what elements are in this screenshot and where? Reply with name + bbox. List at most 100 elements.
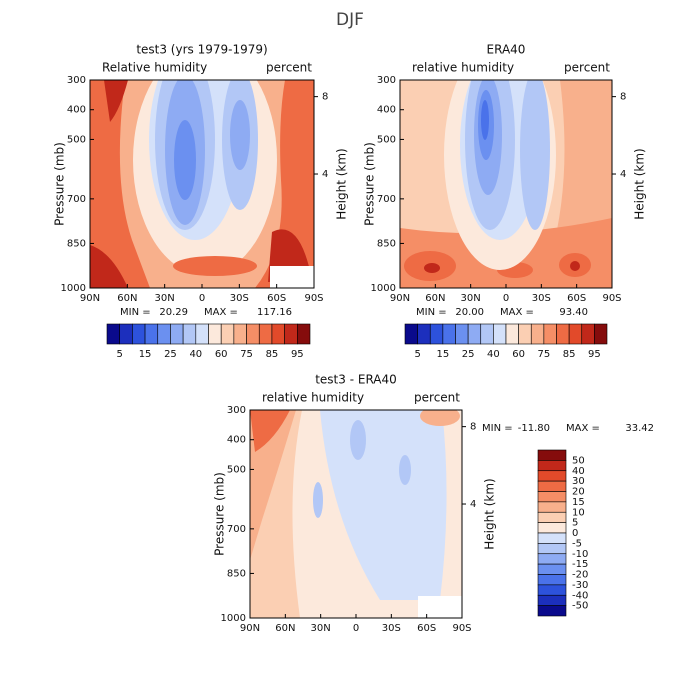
colorbar-box <box>182 323 197 345</box>
x-tick-label: 30N <box>311 623 331 634</box>
colorbar-box <box>404 323 418 345</box>
y-tick-label: 700 <box>67 194 86 205</box>
colorbar-box <box>119 323 133 345</box>
y-tick-label: 400 <box>227 435 246 446</box>
y-tick-label: 400 <box>377 105 396 116</box>
colorbar-box <box>233 323 247 345</box>
colorbar-box <box>157 323 171 345</box>
y-tick-label: 700 <box>377 194 396 205</box>
colorbar-label: -20 <box>572 570 588 581</box>
colorbar-box <box>537 584 567 596</box>
y-tick-label: 500 <box>377 134 396 145</box>
panel-title: test3 (yrs 1979-1979) <box>136 43 267 57</box>
field-label: relative humidity <box>412 61 514 75</box>
stat-name: MAX = <box>566 423 600 434</box>
colorbar-label: -5 <box>572 538 582 549</box>
y-tick-label: 300 <box>377 75 396 86</box>
x-tick-label: 90N <box>80 293 100 304</box>
colorbar-label: -10 <box>572 549 588 560</box>
colorbar-box <box>505 323 519 345</box>
colorbar-label: 75 <box>538 349 551 360</box>
colorbar-box <box>537 563 567 575</box>
colorbar-box <box>429 323 444 345</box>
y-tick-label: 1000 <box>221 613 246 624</box>
stat-value: 20.29 <box>159 307 188 318</box>
y-axis-label: Pressure (mb) <box>53 142 67 226</box>
x-tick-label: 30N <box>461 293 481 304</box>
x-tick-label: 30N <box>155 293 175 304</box>
colorbar-label: 40 <box>189 349 202 360</box>
colorbar-box <box>467 323 482 345</box>
colorbar-label: 50 <box>572 455 585 466</box>
field-label: relative humidity <box>262 391 364 405</box>
y-tick-label: 700 <box>227 524 246 535</box>
colorbar-label: -30 <box>572 580 588 591</box>
stat-name: MIN = <box>416 307 447 318</box>
colorbar-box <box>106 323 120 345</box>
colorbar-label: 5 <box>572 518 578 529</box>
stat-name: MAX = <box>204 307 238 318</box>
figure-title: DJF <box>336 10 364 30</box>
colorbar-box <box>537 511 567 523</box>
colorbar-label: 15 <box>572 497 585 508</box>
stat-value: 117.16 <box>257 307 292 318</box>
units-label: percent <box>266 61 312 75</box>
colorbar-box <box>518 323 532 345</box>
colorbar-box <box>556 323 570 345</box>
units-label: percent <box>414 391 460 405</box>
colorbar-box <box>537 594 567 606</box>
y-tick-label: 850 <box>227 568 246 579</box>
colorbar-box <box>537 491 567 503</box>
colorbar-label: -40 <box>572 590 588 601</box>
colorbar-box <box>493 323 507 345</box>
x-tick-label: 60S <box>267 293 286 304</box>
y2-tick-label: 4 <box>470 499 476 510</box>
colorbar-label: 25 <box>164 349 177 360</box>
colorbar-box <box>537 532 567 544</box>
colorbar-label: 5 <box>117 349 123 360</box>
colorbar-label: 85 <box>563 349 576 360</box>
y2-tick-label: 8 <box>620 92 626 103</box>
y-tick-label: 300 <box>67 75 86 86</box>
colorbar-box <box>132 323 146 345</box>
x-tick-label: 90N <box>240 623 260 634</box>
x-tick-label: 0 <box>503 293 509 304</box>
colorbar-box <box>537 470 567 482</box>
colorbar-label: 60 <box>512 349 525 360</box>
stat-name: MIN = <box>120 307 151 318</box>
colorbar-box <box>442 323 456 345</box>
x-tick-label: 0 <box>353 623 359 634</box>
y2-tick-label: 8 <box>470 422 476 433</box>
colorbar-box <box>537 522 567 534</box>
colorbar-label: 10 <box>572 507 585 518</box>
colorbar-box <box>537 605 567 617</box>
y-tick-label: 1000 <box>61 283 86 294</box>
contour-field <box>400 80 612 288</box>
colorbar-label: 60 <box>215 349 228 360</box>
x-tick-label: 0 <box>199 293 205 304</box>
panel-title: test3 - ERA40 <box>315 373 397 387</box>
stat-value: 33.42 <box>625 423 654 434</box>
colorbar-box <box>537 553 567 565</box>
y-tick-label: 850 <box>67 238 86 249</box>
x-tick-label: 60N <box>117 293 137 304</box>
colorbar-box <box>537 460 567 472</box>
colorbar-box <box>568 323 583 345</box>
colorbar-box <box>537 449 567 461</box>
y-tick-label: 400 <box>67 105 86 116</box>
units-label: percent <box>564 61 610 75</box>
colorbar-box <box>297 323 311 345</box>
x-tick-label: 60S <box>567 293 586 304</box>
colorbar-box <box>543 323 557 345</box>
y-tick-label: 500 <box>227 464 246 475</box>
colorbar-box <box>581 323 595 345</box>
y2-tick-label: 4 <box>322 169 328 180</box>
y2-tick-label: 8 <box>322 92 328 103</box>
stat-value: 93.40 <box>559 307 588 318</box>
contour-field <box>90 80 314 288</box>
colorbar-label: 25 <box>462 349 475 360</box>
y2-axis-label: Height (km) <box>633 148 647 219</box>
x-tick-label: 30S <box>382 623 401 634</box>
colorbar-box <box>170 323 184 345</box>
